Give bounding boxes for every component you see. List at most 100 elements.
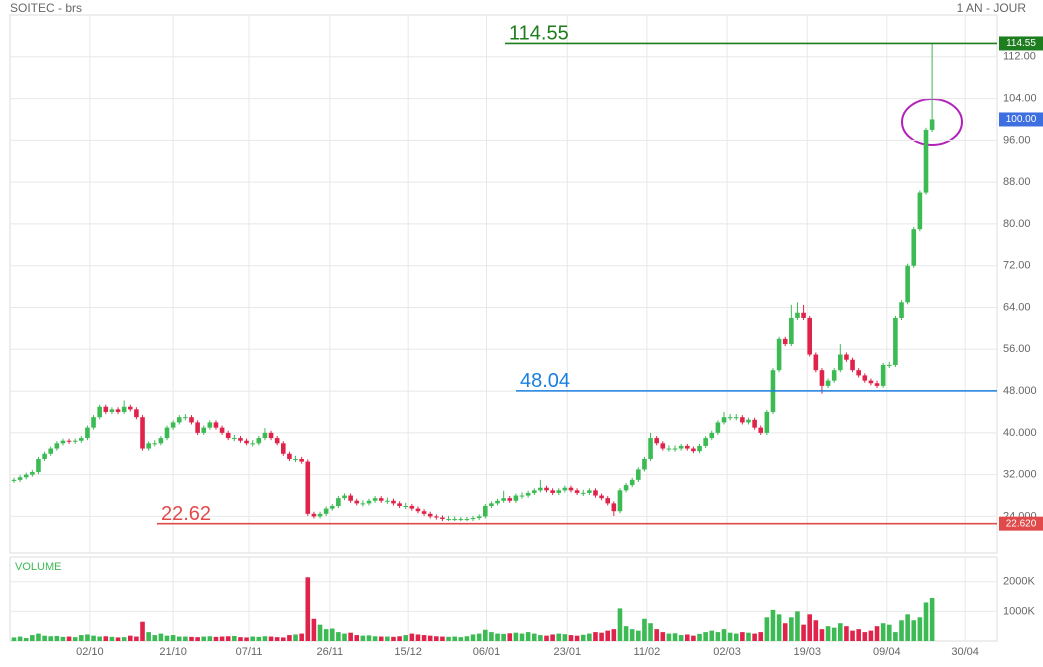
candle-body [176,417,182,423]
candle-body [587,490,592,493]
volume-bar [623,626,629,641]
x-tick-label: 06/01 [473,646,501,658]
candle-body [691,448,696,452]
volume-bar [299,633,304,641]
volume-bar [495,633,500,641]
volume-bar [733,633,739,641]
y-tick-label: 56.00 [1003,343,1031,355]
candle-body [152,443,158,445]
volume-tick-label: 1000K [1003,605,1035,617]
volume-bar [844,626,849,641]
volume-bar [770,609,776,641]
x-tick-label: 02/03 [713,646,741,658]
candle-body [201,427,207,433]
candle-body [507,498,513,501]
chart-title: SOITEC - brs [10,1,82,15]
level-badge [999,36,1043,51]
volume-bar [366,635,372,641]
candle-body [531,490,537,493]
volume-bar [121,637,127,641]
candle-body [421,511,427,514]
volume-bar [11,637,17,641]
candle-body [238,438,243,441]
volume-bar [427,635,433,641]
candle-body [593,490,598,496]
candle-body [758,427,764,433]
candle-body [446,519,451,521]
candle-body [721,417,727,423]
volume-bar [636,630,641,641]
volume-bar [825,626,831,641]
level-label: 48.04 [520,370,570,392]
candle-body [519,495,525,497]
x-tick-label: 02/10 [76,646,104,658]
volume-bar [274,637,280,641]
candle-body [476,516,482,519]
candle-body [219,427,225,433]
y-tick-label: 72.00 [1003,260,1031,272]
volume-bar [36,633,41,641]
candle-body [268,432,274,439]
candle-body [452,519,457,521]
volume-bar [329,628,335,641]
candle-body [733,417,739,419]
y-tick-label: 40.000 [1003,427,1037,439]
volume-bar [115,637,121,641]
volume-bar [923,602,929,641]
candle-body [789,317,794,345]
chart-subtitle: 1 AN - JOUR [957,1,1027,15]
candle-body [458,519,464,521]
volume-bar [305,577,311,641]
volume-bar [593,632,598,641]
volume-bar [513,632,519,641]
volume-bar [170,635,176,641]
volume-bar [195,637,200,641]
candle-body [85,427,90,439]
candle-body [274,438,280,444]
x-tick-label: 26/11 [316,646,343,658]
volume-bar [721,629,727,641]
volume-frame [9,556,998,642]
candle-body [623,485,629,491]
volume-bar [605,630,611,641]
volume-bar [66,636,72,641]
candle-body [917,192,923,230]
volume-bar [850,630,855,641]
volume-bar [819,629,825,641]
candle-body [568,487,574,491]
candle-body [97,406,102,418]
volume-bar [874,626,880,641]
volume-bar [323,629,329,641]
x-tick-label: 23/01 [554,646,582,658]
volume-bar [758,632,764,641]
level-badge-label: 22.620 [1006,518,1037,529]
volume-bar [415,634,421,641]
x-tick-label: 15/12 [394,646,422,658]
candle-body [72,440,78,442]
candle-body [164,427,170,439]
volume-bar [103,636,109,641]
volume-bar [654,629,659,641]
volume-bar [562,634,568,641]
volume-bar [617,608,623,641]
candle-body [580,492,586,494]
candle-body [213,422,219,428]
volume-bar [421,635,427,641]
candle-body [697,445,702,452]
candle-body [746,419,751,423]
candle-body [397,503,402,506]
volume-bar [911,620,917,641]
candle-body [893,317,898,365]
volume-bar [268,636,274,641]
volume-bar [262,636,268,641]
candle-body [654,438,659,444]
volume-bar [556,633,562,641]
candle-body [127,406,133,410]
candle-body [329,505,335,509]
volume-bar [23,638,29,641]
volume-bar [311,618,317,641]
volume-bar [354,635,360,641]
candle-body [134,409,139,418]
volume-bar [525,632,531,641]
candle-body [886,364,892,366]
